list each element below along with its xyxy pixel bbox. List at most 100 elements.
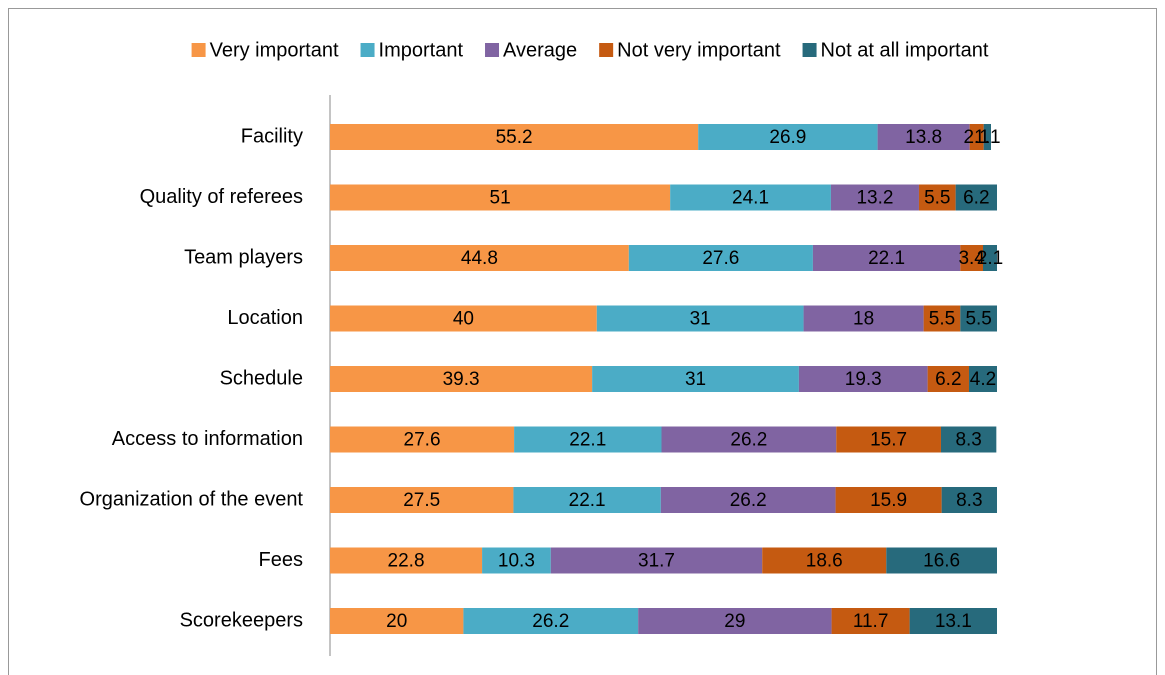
bar-segment [513,487,661,513]
data-label: 4.2 [970,369,996,390]
category-label: Schedule [220,367,303,389]
data-label: 27.6 [702,248,739,269]
bar-segment [330,426,515,453]
data-label: 27.6 [404,430,441,451]
bar-segment [836,426,941,453]
data-label: 11.7 [853,611,889,632]
data-label: 8.3 [956,490,982,511]
data-label: 19.3 [845,369,882,390]
data-label: 18.6 [806,551,843,572]
legend-label: Not very important [617,39,781,61]
data-label: 29 [724,611,745,632]
bar-segment [596,305,804,332]
data-label: 13.1 [935,611,972,632]
bar-segment [463,608,639,634]
bar-segment [798,366,928,392]
data-label: 24.1 [732,188,769,209]
bar-segment [482,547,551,574]
bar-segment [923,305,961,332]
bar-segment [877,124,970,150]
data-label: 31.7 [638,551,675,572]
bar-segment [960,245,983,271]
data-label: 15.9 [870,490,907,511]
bar-segment [982,245,997,271]
bar-segment [803,305,924,332]
bar-segment [835,487,942,513]
data-label: 13.8 [905,127,942,148]
data-label: 22.1 [868,248,905,269]
data-label: 13.2 [856,188,893,209]
bar-segment [670,184,831,211]
category-label: Scorekeepers [180,609,303,631]
data-label: 10.3 [498,551,535,572]
bar-segment [762,547,887,574]
bar-segment [660,487,836,513]
bar-segment [514,426,662,453]
bar-segment [909,608,997,634]
bar-segment [812,245,961,271]
bar-segment [969,124,984,150]
bar-segment [968,366,997,392]
data-label: 26.2 [532,611,569,632]
data-label: 55.2 [496,127,533,148]
legend-label: Important [379,39,464,61]
data-label: 22.1 [569,490,606,511]
bar-segment [628,245,813,271]
category-label: Access to information [112,428,303,450]
bar-segment [330,124,699,150]
data-label: 18 [853,309,874,330]
data-label: 26.9 [769,127,806,148]
bar-segment [830,184,919,211]
bar-segment [960,305,997,332]
category-label: Fees [259,549,303,571]
legend-swatch [802,43,817,57]
data-label: 2.1 [977,248,1003,269]
bar-segment [330,366,593,392]
bar-segment [698,124,878,150]
bar-segment [983,124,991,150]
bar-segment [330,305,597,332]
data-label: 1.1 [974,127,1000,148]
legend-swatch [485,43,500,57]
legend-swatch [191,43,206,57]
bar-segment [330,608,464,634]
bar-segment [927,366,969,392]
data-label: 26.2 [730,490,767,511]
data-label: 31 [690,309,711,330]
data-label: 3.4 [958,248,985,269]
data-label: 40 [453,309,474,330]
bar-segment [831,608,910,634]
data-label: 39.3 [443,369,480,390]
category-label: Facility [241,125,303,147]
bar-segment [330,184,671,211]
bar-segment [592,366,799,392]
data-label: 6.2 [935,369,961,390]
data-label: 20 [386,611,407,632]
bar-segment [918,184,956,211]
data-label: 5.5 [924,188,950,209]
bar-segment [550,547,763,574]
legend-swatch [360,43,375,57]
bar-segment [940,426,997,453]
category-label: Organization of the event [80,488,304,510]
bar-segment [886,547,997,574]
bar-segment [955,184,997,211]
data-label: 27.5 [403,490,440,511]
chart-frame [8,8,1157,675]
data-label: 51 [490,188,511,209]
category-label: Quality of referees [140,186,303,208]
data-label: 5.5 [929,309,955,330]
data-label: 8.3 [955,430,981,451]
legend-label: Not at all important [821,39,989,61]
data-label: 15.7 [870,430,907,451]
bar-segment [330,245,629,271]
legend-label: Average [503,39,577,61]
data-label: 5.5 [965,309,991,330]
data-label: 2.1 [963,127,989,148]
legend-swatch [599,43,614,57]
data-label: 31 [685,369,706,390]
category-label: Team players [184,246,303,268]
category-label: Location [227,307,303,329]
